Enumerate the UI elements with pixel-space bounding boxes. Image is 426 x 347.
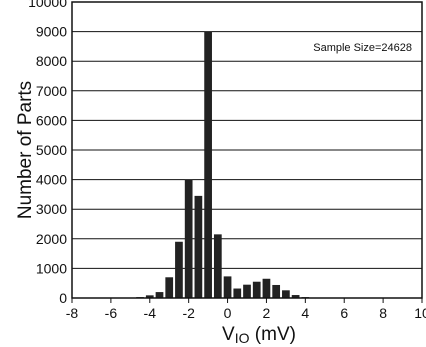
y-tick-label-6: 6000 (36, 112, 67, 128)
bar-3 (155, 292, 164, 298)
x-axis-title: VIO (mV) (222, 324, 296, 346)
sample-size-annotation: Sample Size=24628 (313, 42, 412, 54)
bar-6 (184, 179, 193, 298)
y-tick-label-7: 7000 (36, 83, 67, 99)
x-tick-label-7: 6 (340, 305, 348, 321)
x-axis-title-unit: (mV) (250, 324, 296, 345)
x-tick-labels: -8 -6 -4 -2 0 2 4 6 8 10 (66, 298, 426, 321)
x-tick-label-4: 0 (224, 305, 232, 321)
y-tick-label-9: 9000 (36, 24, 67, 40)
bar-4 (165, 277, 174, 298)
x-tick-label-2: -4 (144, 305, 157, 321)
x-axis-title-subscript: IO (235, 330, 250, 346)
x-tick-label-9: 10 (414, 305, 426, 321)
bar-10 (223, 276, 232, 298)
bar-7 (194, 195, 203, 298)
bar-15 (272, 284, 281, 298)
bar-2 (145, 295, 154, 298)
plot-frame (71, 1, 423, 299)
bar-5 (175, 241, 183, 298)
bar-11 (233, 288, 242, 298)
x-tick-label-3: -2 (182, 305, 195, 321)
x-tick-label-1: -6 (105, 305, 118, 321)
bar-8 (204, 31, 212, 298)
y-tick-label-5: 5000 (36, 142, 67, 158)
bar-9 (213, 234, 222, 298)
bar-17 (291, 295, 300, 298)
y-tick-labels: 0 1000 2000 3000 4000 5000 6000 7000 8000 9000 100… (28, 0, 67, 306)
x-tick-label-5: 2 (263, 305, 271, 321)
bar-12 (243, 284, 251, 298)
bar-14 (262, 278, 271, 298)
y-tick-label-4: 4000 (36, 172, 67, 188)
x-axis-title-main: V (222, 324, 235, 345)
bar-13 (252, 281, 261, 298)
y-axis-title: Number of Parts (15, 81, 36, 219)
x-tick-label-0: -8 (66, 305, 79, 321)
x-tick-label-8: 8 (379, 305, 387, 321)
y-tick-label-3: 3000 (36, 201, 67, 217)
x-tick-label-6: 4 (301, 305, 309, 321)
y-tick-label-2: 2000 (36, 231, 67, 247)
y-tick-label-10: 10000 (28, 0, 67, 10)
y-tick-label-1: 1000 (36, 260, 67, 276)
y-tick-label-8: 8000 (36, 53, 67, 69)
bar-16 (282, 290, 290, 298)
y-tick-label-0: 0 (59, 290, 67, 306)
bars (126, 31, 378, 298)
